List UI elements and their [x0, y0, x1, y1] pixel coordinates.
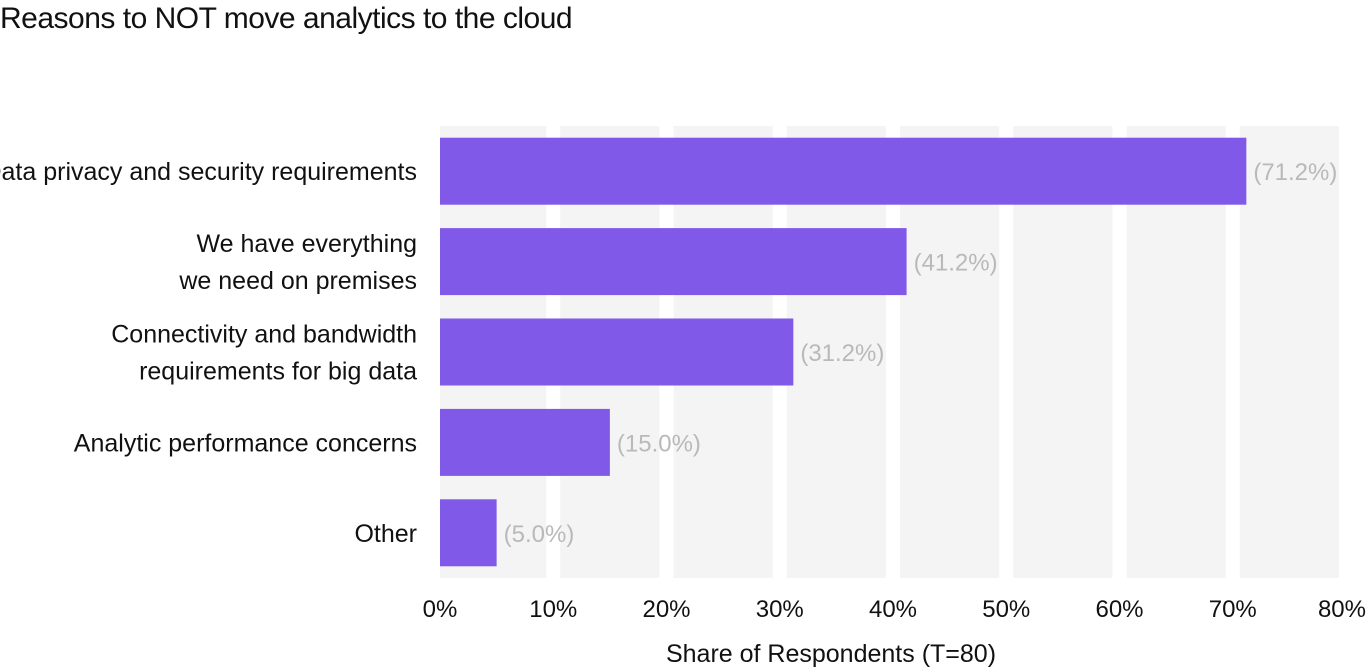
category-label-line: Connectivity and bandwidth [111, 321, 417, 349]
x-tick-label: 0% [423, 596, 458, 623]
x-tick-label: 50% [982, 596, 1030, 623]
value-label: (71.2%) [1253, 159, 1337, 186]
category-label: We have everything we need on premises [178, 230, 417, 295]
category-label-line: requirements for big data [139, 358, 417, 386]
x-axis-title: Share of Respondents (T=80) [666, 640, 996, 668]
x-tick-labels: 0% 10% 20% 30% 40% 50% 60% 70% 80% [423, 596, 1366, 623]
category-label: Other [354, 520, 417, 548]
x-tick-label: 20% [642, 596, 690, 623]
category-label-line: Other [354, 520, 417, 548]
category-label: Analytic performance concerns [74, 429, 417, 457]
value-label: (5.0%) [504, 521, 575, 548]
bar [440, 228, 907, 296]
category-label-line: We have everything [197, 230, 418, 258]
chart-title: Reasons to NOT move analytics to the clo… [0, 2, 573, 35]
bar [440, 499, 497, 567]
bar [440, 318, 794, 386]
category-label-line: we need on premises [178, 267, 417, 295]
x-tick-label: 40% [869, 596, 917, 623]
category-labels: Data privacy and security requirements We… [0, 158, 417, 548]
bar [440, 137, 1247, 205]
x-tick-label: 30% [756, 596, 804, 623]
category-label: Connectivity and bandwidth requirements f… [111, 321, 417, 386]
bar [440, 408, 610, 476]
grid-band [1239, 126, 1339, 578]
value-label: (15.0%) [617, 430, 701, 457]
category-label-line: Analytic performance concerns [74, 429, 417, 457]
value-labels: (71.2%) (41.2%) (31.2%) (15.0%) (5.0%) [504, 159, 1338, 548]
value-label: (31.2%) [800, 340, 884, 367]
bars [440, 137, 1247, 567]
x-tick-label: 10% [529, 596, 577, 623]
value-label: (41.2%) [914, 250, 998, 277]
x-tick-label: 80% [1318, 596, 1366, 623]
x-tick-label: 60% [1095, 596, 1143, 623]
category-label: Data privacy and security requirements [0, 158, 417, 186]
x-tick-label: 70% [1209, 596, 1257, 623]
category-label-line: Data privacy and security requirements [0, 158, 417, 186]
